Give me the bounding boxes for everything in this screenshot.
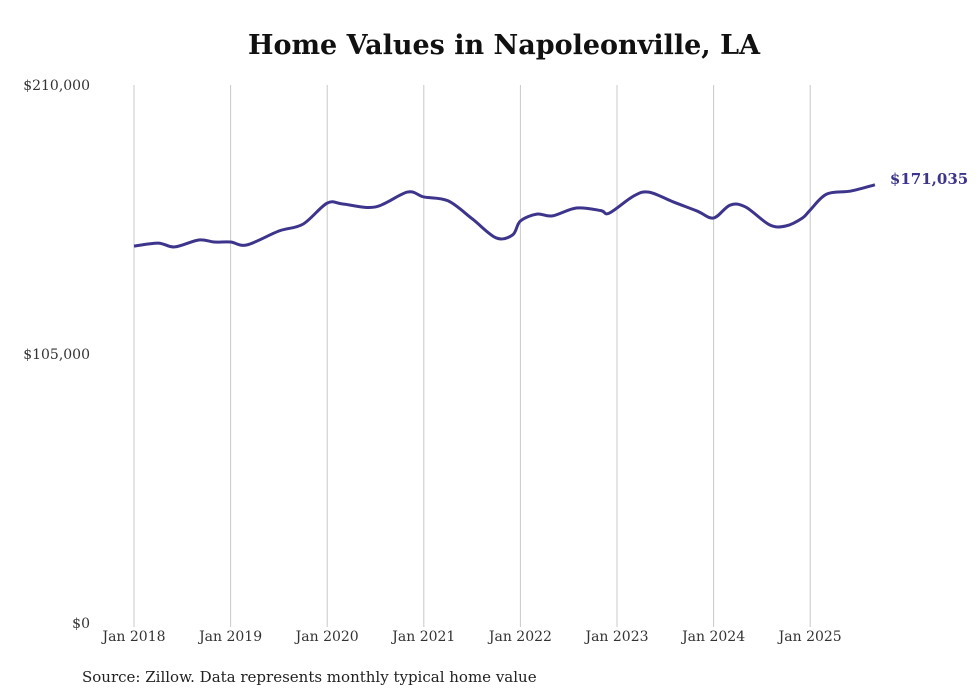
y-tick-label: $210,000 [23,78,90,94]
x-tick-label: Jan 2025 [777,629,842,645]
y-tick-label: $105,000 [23,347,90,363]
end-value-label: $171,035 [890,170,968,188]
series-line [133,183,876,249]
y-tick-label: $0 [72,616,90,632]
x-tick-label: Jan 2020 [294,629,359,645]
x-tick-label: Jan 2019 [197,629,262,645]
x-tick-label: Jan 2022 [487,629,552,645]
chart-title: Home Values in Napoleonville, LA [247,30,761,61]
x-tick-label: Jan 2023 [583,629,648,645]
x-tick-label: Jan 2021 [390,629,455,645]
x-tick-label: Jan 2018 [100,629,165,645]
source-note: Source: Zillow. Data represents monthly … [82,668,537,686]
x-tick-label: Jan 2024 [680,629,745,645]
